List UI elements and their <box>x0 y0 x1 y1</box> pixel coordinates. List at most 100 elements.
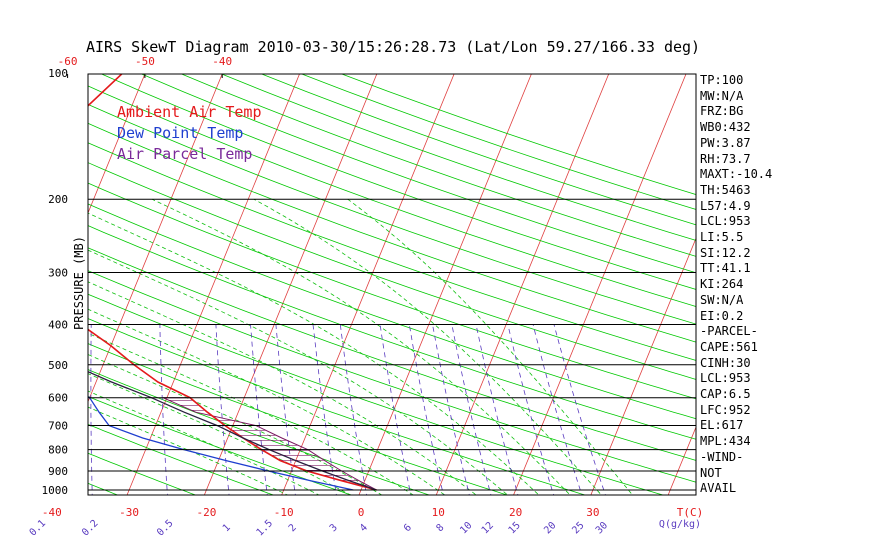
dry-adiabat-line <box>0 34 49 499</box>
bottom-temp-tick-label: -40 <box>42 506 62 519</box>
stat-item: NOT <box>700 465 722 480</box>
mixing-ratio-line <box>507 324 555 495</box>
isotherm-line <box>821 34 870 499</box>
stat-item: MAXT:-10.4 <box>700 167 773 182</box>
moist-adiabat-line <box>347 198 634 495</box>
mixing-ratio-tick-label: 20 <box>542 520 558 536</box>
dry-adiabat-line <box>88 103 696 325</box>
moist-adiabat-line <box>88 281 477 495</box>
stat-item: FRZ:BG <box>700 104 744 119</box>
isotherm-line <box>667 425 696 495</box>
bottom-temp-tick-label: 10 <box>432 506 445 519</box>
stat-item: MPL:434 <box>700 434 751 449</box>
isotherm-line <box>435 74 610 495</box>
legend-item: Ambient Air Temp <box>117 103 262 121</box>
pressure-tick-label: 200 <box>48 193 68 206</box>
stat-item: -WIND- <box>700 449 744 464</box>
dry-adiabat-line <box>220 74 696 241</box>
mixing-ratio-tick-label: 0.1 <box>28 518 49 539</box>
isotherm-line <box>590 237 696 495</box>
top-temp-tick-label: -40 <box>212 55 232 68</box>
dry-adiabat-line <box>88 225 696 440</box>
dry-adiabat-line <box>88 396 353 495</box>
stat-item: AVAIL <box>700 481 737 496</box>
stat-item: -PARCEL- <box>700 324 758 339</box>
stat-item: CINH:30 <box>700 355 751 370</box>
moist-adiabat-line <box>88 212 540 495</box>
plot-frame <box>87 73 697 496</box>
dry-adiabat-line <box>88 142 696 361</box>
mixing-ratio-tick-label: 30 <box>594 520 610 536</box>
mixing-ratio-tick-label: 0.2 <box>80 518 101 539</box>
stat-item: TP:100 <box>700 73 744 87</box>
mixing-ratio-tick-label: 12 <box>480 520 496 536</box>
mixing-ratio-line <box>90 324 93 495</box>
pressure-tick-label: 500 <box>48 359 68 372</box>
stat-item: SW:N/A <box>700 292 744 307</box>
stat-item: EI:0.2 <box>700 308 744 323</box>
stat-item: L57:4.9 <box>700 198 751 213</box>
mixing-ratio-unit: Q(g/kg) <box>659 519 701 530</box>
stat-item: LCL:953 <box>700 214 751 229</box>
dry-adiabat-line <box>88 270 696 483</box>
mixing-ratio-line <box>159 324 168 495</box>
stat-item: KI:264 <box>700 277 744 292</box>
dry-adiabat-line <box>100 74 696 290</box>
dry-adiabat-line <box>88 122 696 343</box>
stat-item: LFC:952 <box>700 402 751 417</box>
dewpoint-temp-line <box>88 395 354 491</box>
ambient-temp-line <box>88 74 377 491</box>
legend-item: Air Parcel Temp <box>117 145 252 163</box>
mixing-ratio-tick-label: 1.5 <box>255 518 276 539</box>
stat-item: SI:12.2 <box>700 245 751 260</box>
top-temp-tick-label: -60 <box>58 55 78 68</box>
mixing-ratio-tick-label: 4 <box>358 522 370 534</box>
dry-adiabat-line <box>88 182 696 400</box>
chart-title: AIRS SkewT Diagram 2010-03-30/15:26:28.7… <box>86 38 700 56</box>
isotherm-line <box>126 74 300 495</box>
dry-adiabat-line <box>88 203 696 420</box>
dry-adiabat-line <box>140 74 696 274</box>
mixing-ratio-line <box>553 324 606 495</box>
stat-item: CAP:6.5 <box>700 387 751 401</box>
dry-adiabat-line <box>88 318 587 495</box>
dry-adiabat-line <box>88 85 696 307</box>
pressure-tick-label: 600 <box>48 392 68 405</box>
cape-hatched-area <box>162 397 377 491</box>
top-temp-tick-label: -50 <box>135 55 155 68</box>
mixing-ratio-line <box>475 324 519 495</box>
parcel-temp-line <box>88 371 377 491</box>
isotherm-line <box>513 74 687 495</box>
mixing-ratio-line <box>532 324 583 495</box>
isotherm-line <box>744 34 870 499</box>
isotherm-line <box>281 74 455 495</box>
moist-adiabat-line <box>88 373 352 495</box>
isotherm-line <box>358 74 532 495</box>
stat-item: PW:3.87 <box>700 135 751 150</box>
dry-adiabat-line <box>88 423 275 495</box>
mixing-ratio-line <box>250 324 268 495</box>
stat-item: RH:73.7 <box>700 151 751 166</box>
stat-item: EL:617 <box>700 418 744 433</box>
dry-adiabat-line <box>340 74 696 195</box>
pressure-tick-label: 300 <box>48 266 68 279</box>
isotherm-line <box>88 74 146 214</box>
y-axis-label: PRESSURE (MB) <box>72 236 86 330</box>
mixing-ratio-tick-label: 3 <box>328 522 340 534</box>
mixing-ratio-line <box>379 324 412 495</box>
pressure-tick-label: 800 <box>48 444 68 457</box>
dry-adiabat-line <box>88 452 197 495</box>
mixing-ratio-tick-label: 1 <box>221 522 233 534</box>
mixing-ratio-tick-label: 2 <box>287 522 299 534</box>
bottom-temp-tick-label: 30 <box>586 506 599 519</box>
bottom-temp-tick-label: -20 <box>196 506 216 519</box>
mixing-ratio-line <box>215 324 230 495</box>
moist-adiabat-line <box>88 406 289 495</box>
stat-item: TT:41.1 <box>700 261 751 276</box>
bottom-temp-tick-label: -10 <box>274 506 294 519</box>
dry-adiabat-line <box>88 162 696 380</box>
moist-adiabat-line <box>253 198 602 495</box>
stat-item: LI:5.5 <box>700 230 744 244</box>
mixing-ratio-tick-label: 15 <box>507 520 523 536</box>
